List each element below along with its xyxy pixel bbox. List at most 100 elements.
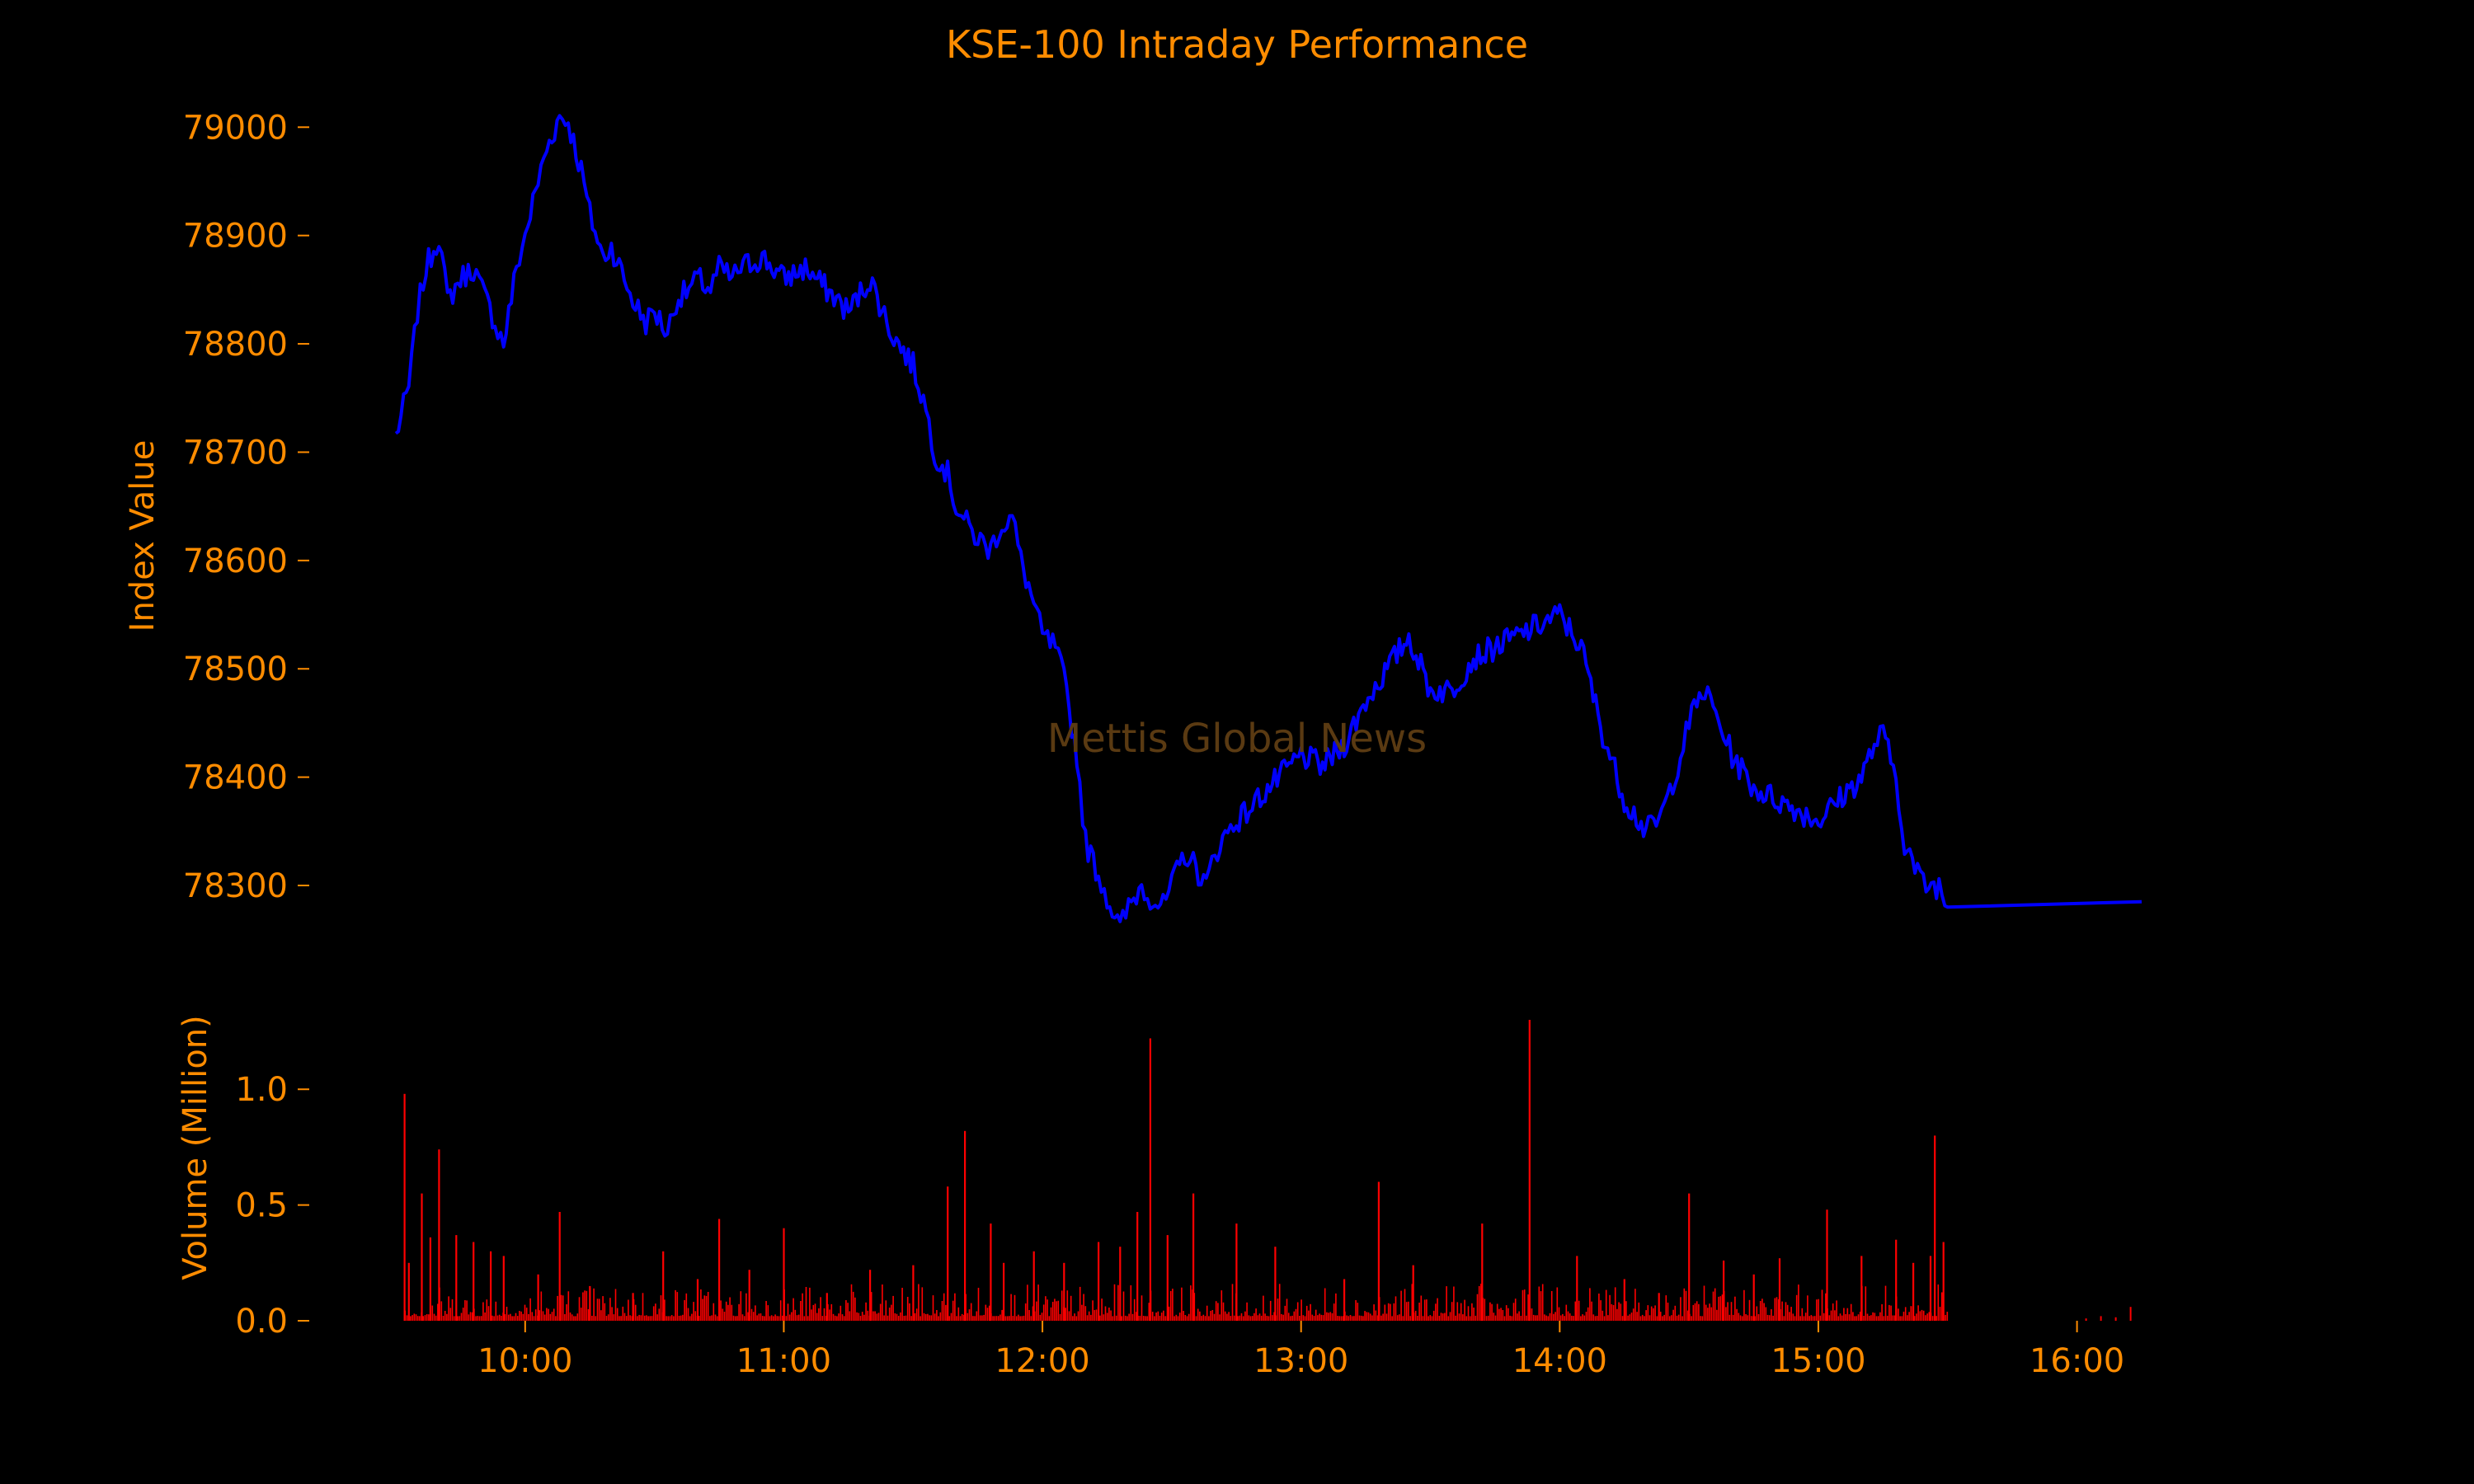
volume-bar <box>675 1289 676 1321</box>
volume-bar <box>1066 1290 1069 1321</box>
volume-bar <box>1296 1302 1299 1321</box>
volume-bar <box>791 1312 793 1321</box>
volume-bar <box>1051 1302 1054 1321</box>
volume-bar <box>449 1308 452 1321</box>
volume-bar <box>1564 1316 1565 1321</box>
volume-bar <box>1899 1316 1901 1321</box>
volume-bar <box>1654 1305 1656 1321</box>
volume-bar <box>887 1315 889 1321</box>
volume-bar <box>852 1291 854 1321</box>
volume-bar <box>1112 1316 1114 1321</box>
volume-bar <box>1358 1315 1361 1321</box>
volume-bar <box>1172 1289 1174 1321</box>
volume-bar <box>607 1314 609 1321</box>
volume-bar <box>519 1311 520 1321</box>
volume-bar <box>732 1315 735 1321</box>
volume-bar <box>905 1315 907 1321</box>
volume-bar <box>1582 1314 1583 1321</box>
volume-bar <box>1565 1304 1568 1321</box>
volume-bar <box>1553 1313 1554 1321</box>
volume-bar <box>1620 1303 1622 1321</box>
volume-bar <box>1151 1312 1154 1321</box>
volume-bar <box>629 1315 631 1321</box>
volume-bar <box>1671 1315 1672 1321</box>
volume-bar <box>1904 1307 1907 1321</box>
volume-bar <box>867 1310 869 1321</box>
volume-bar <box>1712 1291 1714 1321</box>
volume-bar <box>901 1288 903 1321</box>
price-y-tick-label: 78700 <box>183 434 288 472</box>
volume-bar <box>1883 1316 1885 1321</box>
volume-bar <box>1231 1284 1234 1321</box>
volume-bar <box>1177 1316 1179 1321</box>
volume-bar <box>666 1316 667 1321</box>
volume-bar <box>1772 1315 1774 1321</box>
volume-bar <box>961 1313 963 1321</box>
volume-bar <box>1367 1312 1370 1321</box>
volume-bar <box>1092 1300 1094 1321</box>
volume-bar <box>1718 1296 1719 1321</box>
volume-bar <box>1789 1312 1790 1321</box>
volume-bar <box>1656 1316 1658 1321</box>
volume-bar <box>1823 1313 1825 1321</box>
volume-bar <box>885 1300 887 1321</box>
volume-bar <box>1130 1285 1132 1321</box>
volume-bar <box>1122 1291 1125 1321</box>
volume-bar <box>1117 1284 1119 1321</box>
volume-bar <box>1734 1296 1736 1321</box>
volume-bar <box>1518 1311 1520 1321</box>
volume-y-axis-label: Volume (Million) <box>176 1015 214 1280</box>
volume-bar <box>1376 1315 1379 1321</box>
volume-bar <box>783 1228 785 1321</box>
volume-bar <box>1219 1314 1221 1321</box>
volume-bar <box>711 1315 713 1321</box>
volume-bar <box>1412 1265 1414 1321</box>
volume-bar <box>1658 1293 1660 1321</box>
volume-bar <box>863 1314 865 1321</box>
volume-bar <box>883 1315 885 1321</box>
volume-bar <box>1592 1314 1595 1321</box>
volume-bar <box>428 1314 430 1321</box>
volume-bar <box>1240 1313 1243 1321</box>
volume-bar <box>1438 1316 1441 1321</box>
volume-bar <box>466 1300 468 1321</box>
volume-bar <box>1248 1315 1250 1321</box>
volume-bar <box>1776 1297 1778 1321</box>
volume-bar <box>1766 1314 1769 1321</box>
volume-bar <box>1217 1303 1219 1321</box>
volume-bar <box>482 1302 484 1321</box>
volume-bar <box>1408 1301 1409 1321</box>
volume-y-tick-label: 1.0 <box>235 1071 288 1109</box>
volume-bar <box>631 1316 633 1321</box>
volume-bar <box>1839 1313 1841 1321</box>
volume-bar <box>797 1314 800 1321</box>
volume-bar <box>1531 1308 1533 1321</box>
volume-bar <box>628 1299 629 1321</box>
volume-bar <box>477 1316 479 1321</box>
volume-bar <box>1522 1289 1524 1321</box>
volume-bar <box>1070 1295 1072 1321</box>
volume-bar <box>693 1302 694 1321</box>
volume-bar <box>1014 1294 1016 1321</box>
volume-bar <box>811 1309 812 1321</box>
volume-bar <box>682 1314 684 1321</box>
price-y-tick-label: 78600 <box>183 542 288 580</box>
volume-bar <box>451 1299 454 1321</box>
volume-bar <box>502 1256 505 1321</box>
volume-bar <box>929 1315 930 1321</box>
volume-bars <box>403 1020 2132 1321</box>
volume-bar <box>1074 1313 1075 1321</box>
volume-bar <box>1335 1293 1337 1321</box>
volume-bar <box>995 1316 998 1321</box>
volume-bar <box>691 1313 693 1321</box>
volume-bar <box>480 1316 482 1321</box>
volume-bar <box>1409 1316 1411 1321</box>
volume-bar <box>537 1274 539 1321</box>
volume-bar <box>1868 1316 1870 1321</box>
volume-bar <box>1668 1316 1671 1321</box>
volume-bar <box>1591 1301 1592 1321</box>
volume-bar <box>900 1312 901 1321</box>
volume-bar <box>1124 1315 1126 1321</box>
volume-bar <box>1674 1305 1677 1321</box>
volume-bar <box>1647 1305 1649 1321</box>
